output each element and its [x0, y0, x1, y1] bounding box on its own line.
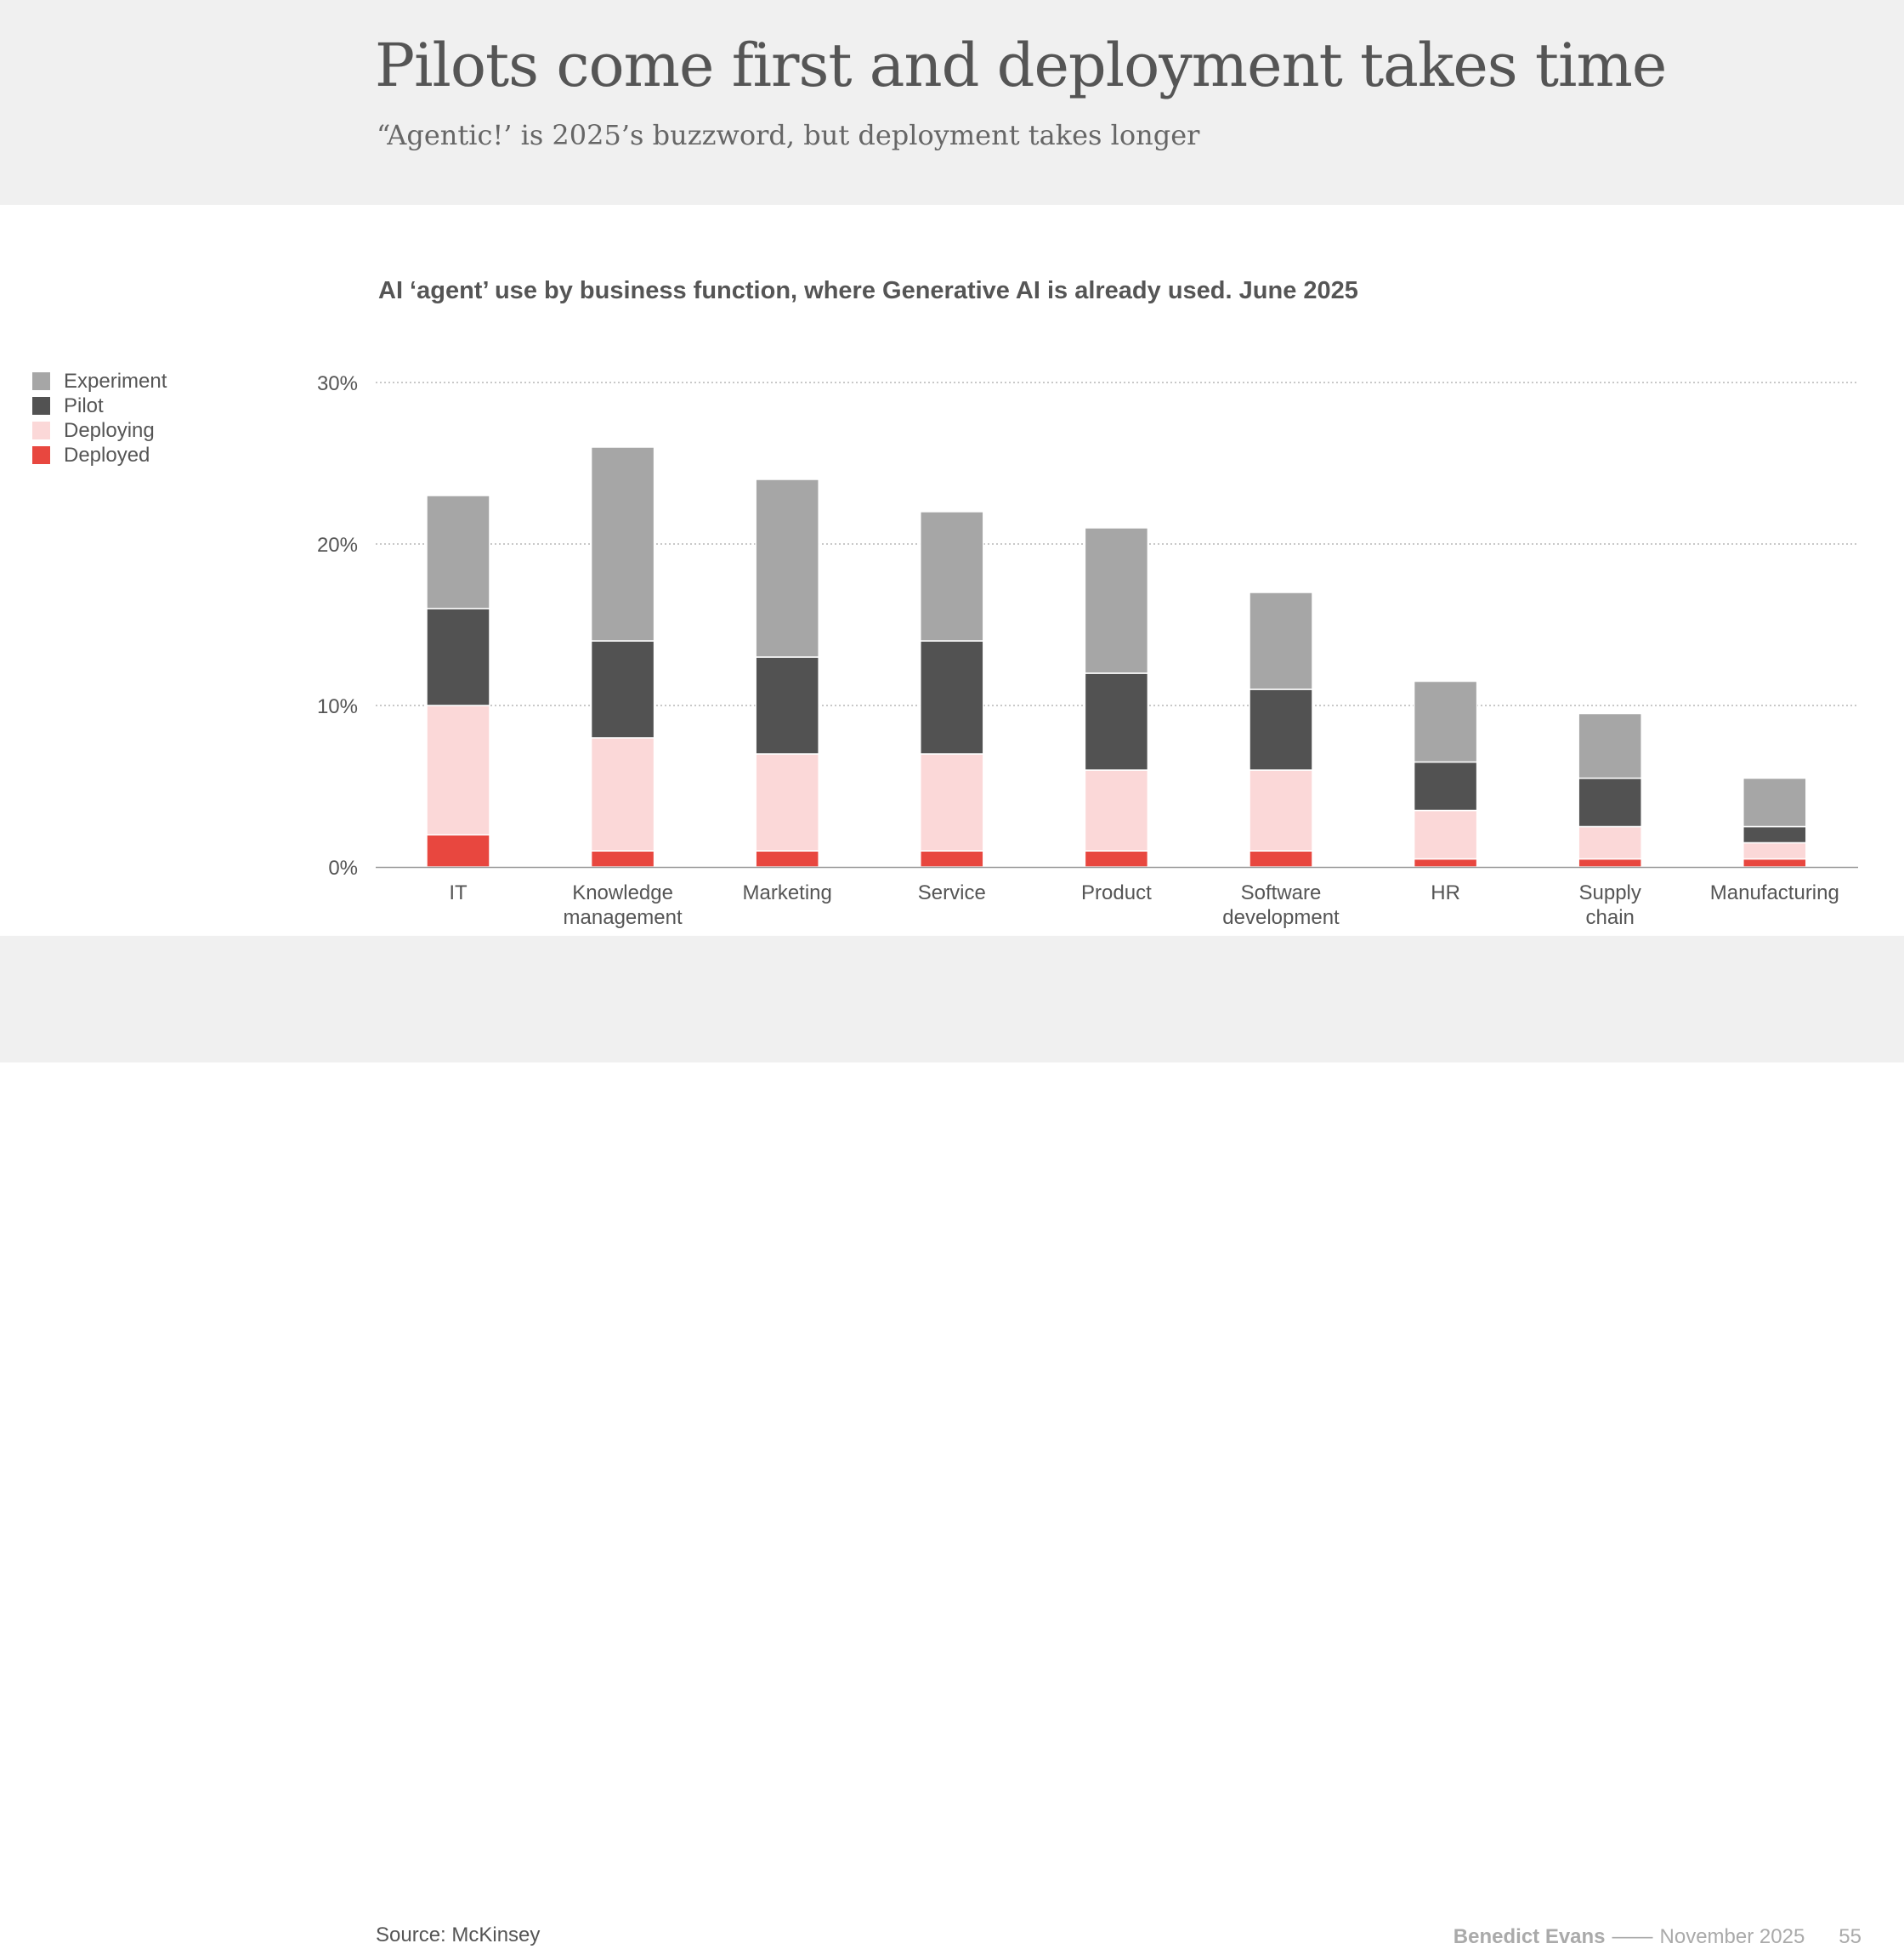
date-text: November 2025 [1659, 1925, 1805, 1948]
y-tick-label: 10% [317, 695, 358, 718]
legend-swatch [32, 422, 50, 439]
bar-segment-pilot [426, 608, 490, 706]
legend-swatch [32, 397, 50, 415]
bar-segment-pilot [590, 640, 655, 739]
x-tick-label: development [1222, 906, 1340, 929]
chart-title: AI ‘agent’ use by business function, whe… [378, 277, 1358, 304]
legend-label: Experiment [64, 369, 167, 393]
x-tick-label: Service [918, 881, 986, 904]
separator: —— [1612, 1925, 1653, 1948]
legend-item: Deploying [32, 418, 167, 443]
source-note: Source: McKinsey [376, 1924, 541, 1946]
bar-segment-deployed [1249, 850, 1313, 868]
bar-segment-pilot [920, 640, 984, 755]
legend-label: Deploying [64, 418, 155, 442]
credit-line: Benedict Evans —— November 2025 55 [1454, 1925, 1862, 1949]
legend-item: Experiment [32, 369, 167, 394]
chart-legend: Experiment Pilot Deploying Deployed [32, 369, 167, 467]
y-tick-label: 0% [328, 857, 358, 880]
x-tick-label: HR [1431, 881, 1460, 904]
x-tick-label: IT [449, 881, 468, 904]
bar-segment-experiment [590, 446, 655, 642]
bar-segment-deployed [426, 834, 490, 868]
bar-segment-deployed [1084, 850, 1149, 868]
bar-segment-deploying [426, 705, 490, 836]
x-tick-label: management [564, 906, 683, 929]
bar-segment-experiment [1413, 680, 1478, 763]
bar-segment-pilot [1249, 688, 1313, 771]
footer-band: Source: McKinsey Benedict Evans —— Novembe… [0, 936, 1904, 1948]
bar-segment-deploying [1249, 769, 1313, 852]
bar-segment-deploying [1578, 825, 1642, 860]
bar-segment-pilot [1413, 761, 1478, 812]
bar-segment-experiment [1742, 777, 1807, 828]
bar-segment-deploying [755, 753, 819, 852]
legend-item: Pilot [32, 394, 167, 418]
bar-segment-deploying [920, 753, 984, 852]
author-name: Benedict Evans [1453, 1925, 1606, 1948]
bar-segment-deploying [1742, 841, 1807, 860]
bar-segment-experiment [1084, 527, 1149, 674]
bar-segment-experiment [426, 495, 490, 609]
x-tick-label: Manufacturing [1710, 881, 1839, 904]
bar-segment-pilot [1578, 777, 1642, 828]
legend-item: Deployed [32, 443, 167, 467]
legend-swatch [32, 372, 50, 390]
x-tick-label: Supply [1579, 881, 1641, 904]
header-band: Pilots come first and deployment takes t… [0, 0, 1904, 205]
bar-segment-deployed [1413, 858, 1478, 868]
bar-segment-pilot [1084, 672, 1149, 771]
page-subtitle: “Agentic!’ is 2025’s buzzword, but deplo… [377, 119, 1200, 151]
bar-segment-deployed [590, 850, 655, 868]
x-tick-label: Knowledge [572, 881, 673, 904]
y-tick-label: 20% [317, 534, 358, 557]
bar-segment-deployed [755, 850, 819, 868]
bar-segment-pilot [755, 656, 819, 755]
bar-segment-experiment [755, 479, 819, 658]
legend-swatch [32, 446, 50, 464]
bar-segment-deploying [590, 737, 655, 852]
page-number: 55 [1839, 1925, 1862, 1948]
bar-segment-deployed [920, 850, 984, 868]
bar-segment-experiment [920, 511, 984, 642]
x-tick-label: Product [1081, 881, 1152, 904]
bar-segment-experiment [1249, 592, 1313, 690]
y-tick-label: 30% [317, 372, 358, 395]
bar-segment-pilot [1742, 825, 1807, 844]
legend-label: Pilot [64, 394, 104, 417]
bar-segment-deployed [1742, 858, 1807, 868]
x-tick-label: Software [1241, 881, 1322, 904]
page-title: Pilots come first and deployment takes t… [375, 31, 1667, 100]
x-tick-label: Marketing [743, 881, 832, 904]
bar-segment-deploying [1084, 769, 1149, 852]
bar-segment-experiment [1578, 712, 1642, 779]
bar-segment-deployed [1578, 858, 1642, 868]
bar-segment-deploying [1413, 809, 1478, 860]
legend-label: Deployed [64, 443, 150, 467]
x-tick-label: chain [1586, 906, 1635, 929]
